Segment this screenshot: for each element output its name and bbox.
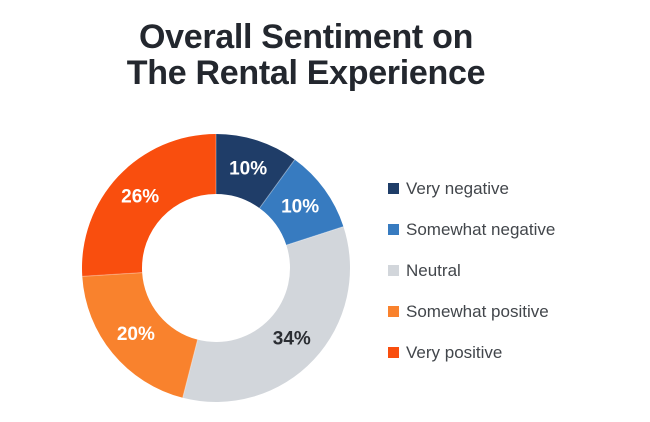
slice-value-label: 34% (273, 329, 311, 350)
donut-slice-neutral (182, 226, 350, 402)
slice-value-label: 26% (121, 186, 159, 207)
donut-slice-somewhat-positive (82, 272, 198, 398)
donut-slice-somewhat-negative (259, 159, 344, 246)
slice-separator (182, 339, 199, 398)
legend-item-somewhat-positive: Somewhat positive (388, 301, 555, 321)
legend: Very negative Somewhat negative Neutral … (388, 178, 556, 385)
slice-separator (82, 272, 143, 277)
chart-title-line1: Overall Sentiment on (138, 18, 474, 56)
slice-value-label: 10% (229, 159, 267, 180)
slice-value-label: 10% (281, 196, 319, 217)
donut-slice-very-positive (81, 133, 217, 277)
slice-value-label: 20% (117, 324, 155, 345)
legend-swatch-somewhat-negative (388, 224, 399, 235)
legend-item-very-positive: Very positive (388, 342, 555, 362)
slice-separator (259, 159, 296, 209)
legend-label: Very positive (406, 342, 503, 362)
legend-label: Somewhat positive (406, 301, 549, 321)
legend-label: Somewhat negative (406, 219, 556, 239)
legend-swatch-very-positive (388, 347, 399, 358)
legend-label: Very negative (406, 178, 510, 198)
chart-title: Overall Sentiment on The Rental Experien… (0, 19, 612, 91)
legend-swatch-somewhat-positive (388, 306, 399, 317)
chart-title-line2: The Rental Experience (126, 54, 486, 92)
donut-slice-very-negative (216, 134, 295, 209)
legend-label: Neutral (406, 260, 461, 280)
legend-swatch-very-negative (388, 183, 399, 194)
legend-swatch-neutral (388, 265, 399, 276)
slice-separator (286, 226, 344, 246)
legend-item-somewhat-negative: Somewhat negative (388, 219, 556, 239)
legend-item-neutral: Neutral (388, 260, 555, 280)
legend-item-very-negative: Very negative (388, 178, 555, 198)
